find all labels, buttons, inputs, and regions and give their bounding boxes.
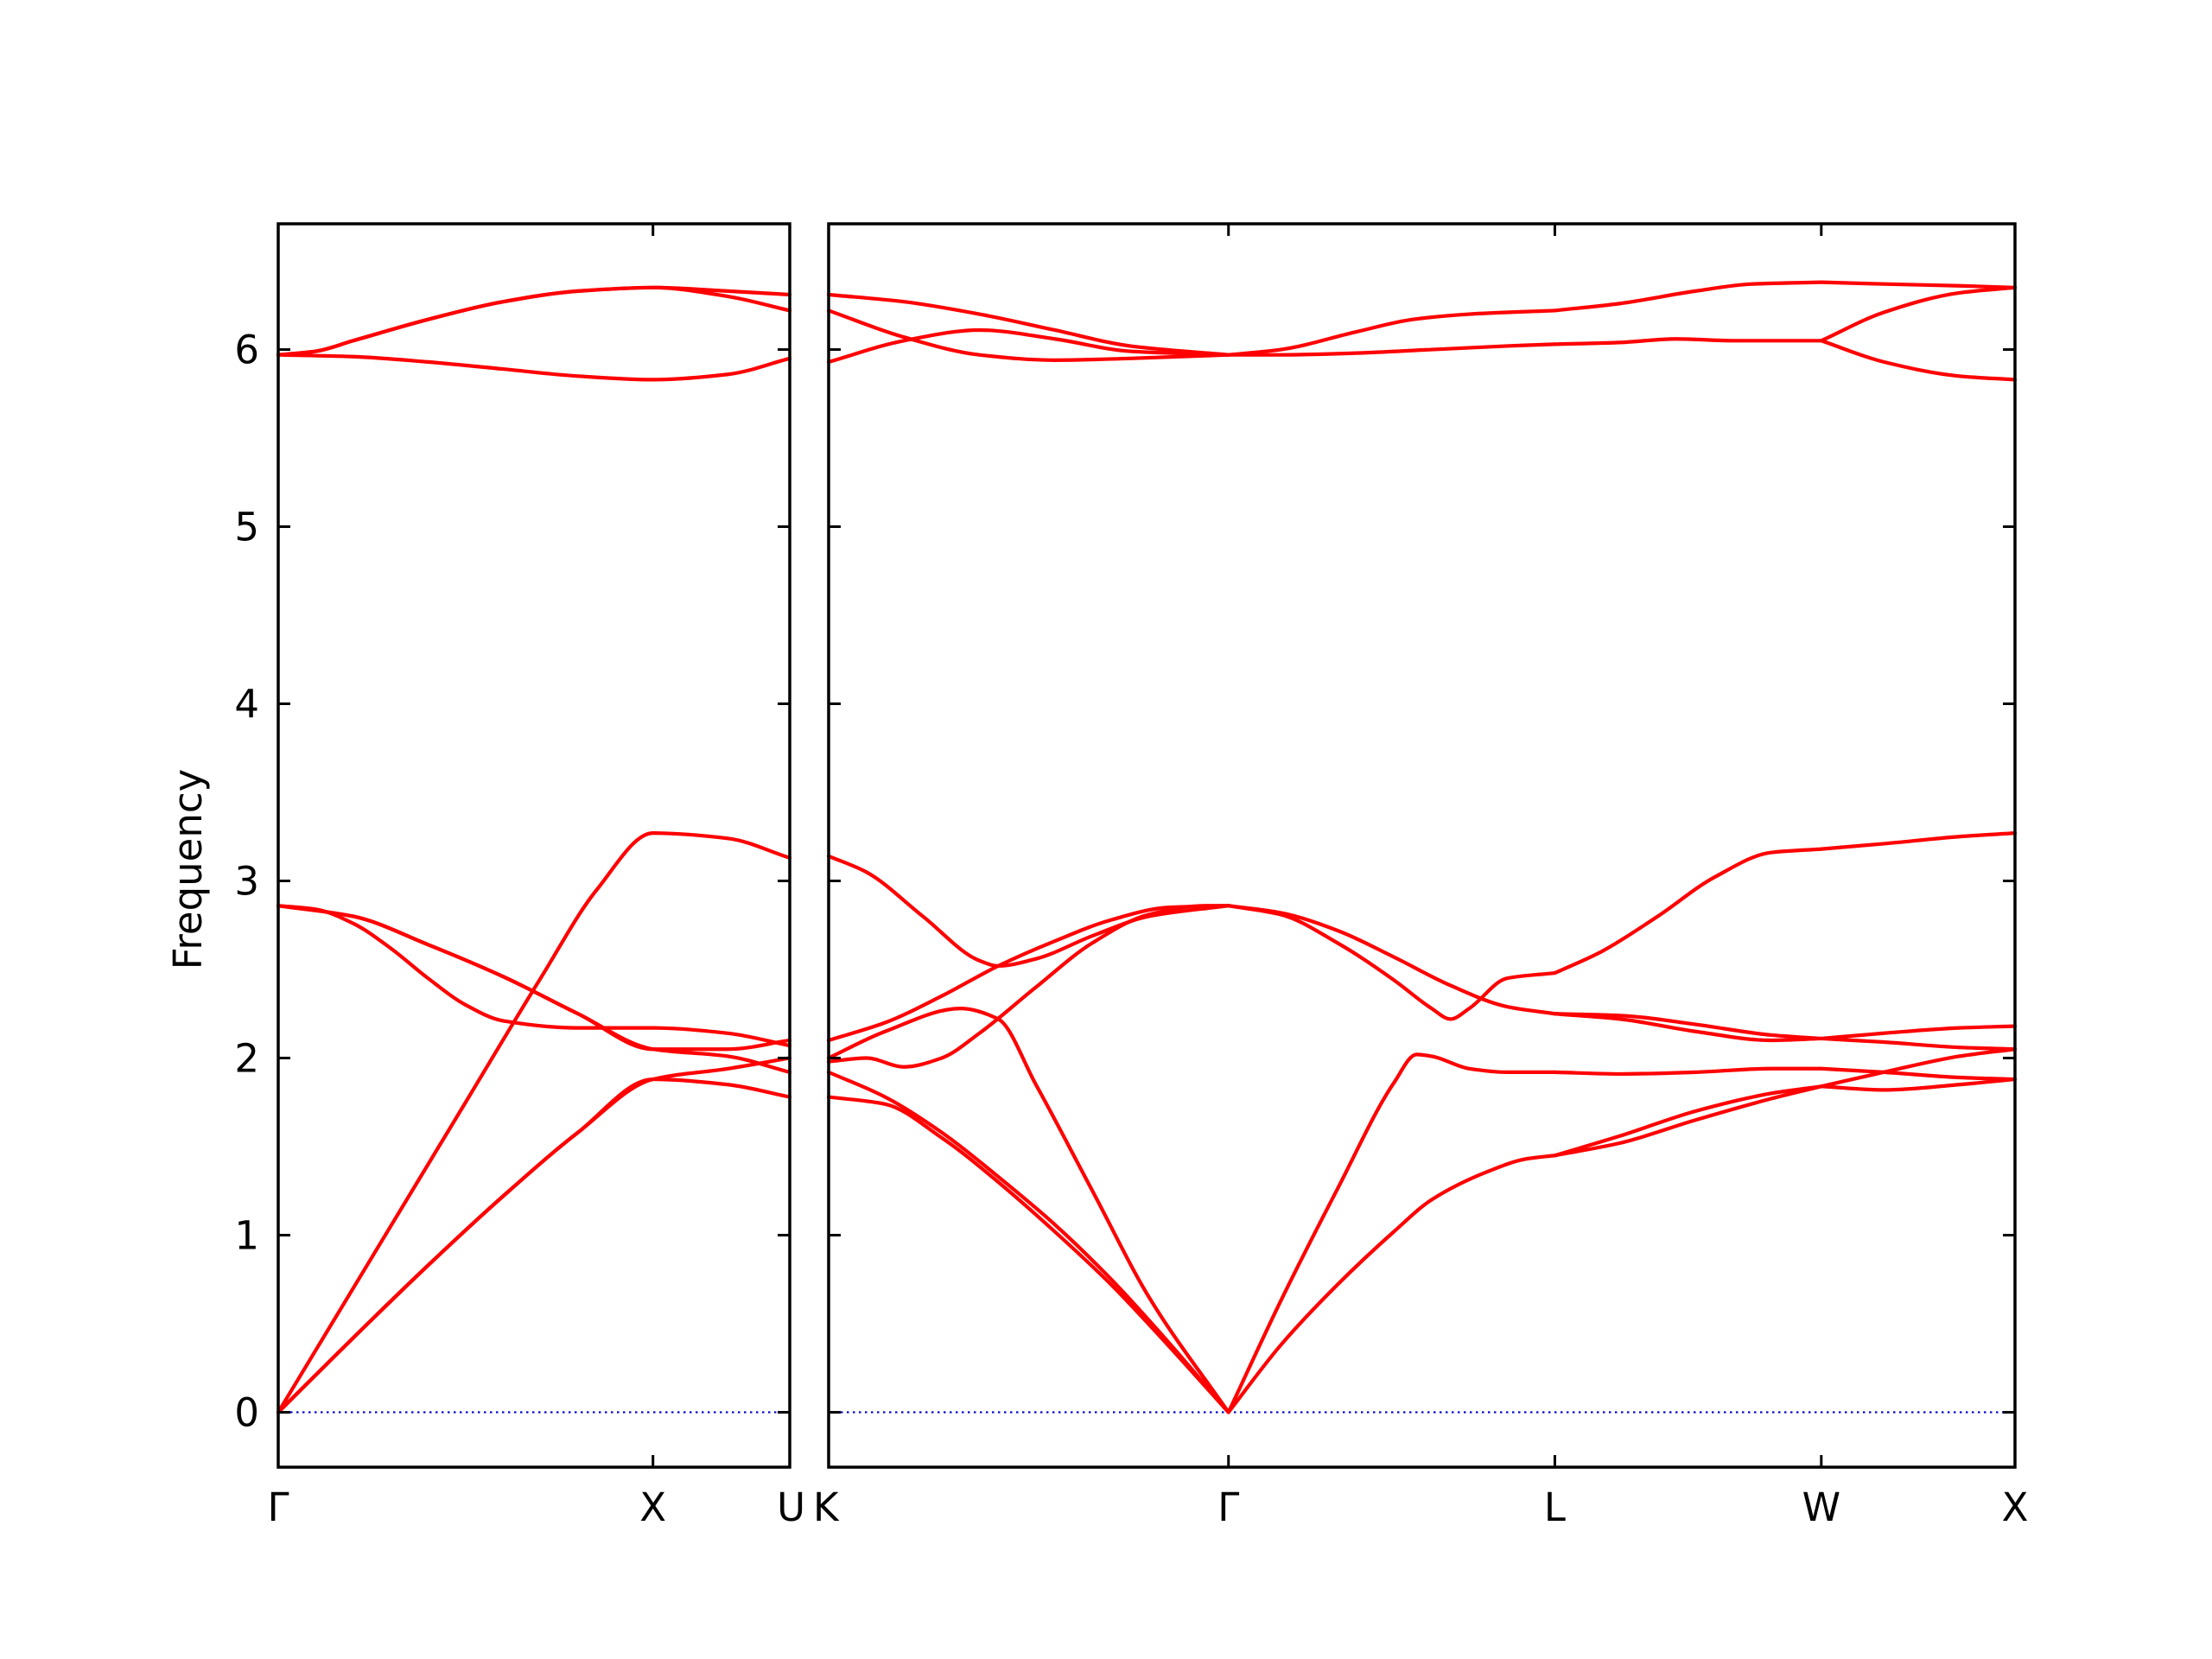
band-line-4: [276, 904, 792, 1048]
band-line-31: [1819, 285, 2018, 343]
band-line-7: [276, 353, 792, 382]
band-line-10: [1226, 1154, 1557, 1414]
band-line-8: [826, 308, 1230, 362]
band-line-27: [1819, 1036, 2018, 1052]
x-tick-label-U: U: [777, 1484, 805, 1530]
x-tick-label-K: K: [813, 1484, 840, 1530]
band-line-19: [1553, 1012, 1823, 1041]
band-line-24: [1819, 1077, 2018, 1092]
band-line-2: [826, 1095, 1230, 1414]
band-line-11: [1226, 1052, 1557, 1414]
y-tick-label: 4: [234, 682, 259, 728]
band-line-28: [1819, 1024, 2018, 1041]
band-line-17: [1553, 1084, 1823, 1158]
band-line-22: [1553, 337, 1823, 346]
plot-frame: [276, 222, 791, 1469]
band-line-9: [826, 292, 1230, 357]
y-tick-label: 6: [234, 327, 259, 373]
band-line-16: [1553, 1084, 1823, 1158]
y-tick-label: 2: [234, 1035, 259, 1081]
band-line-29: [1819, 831, 2018, 851]
band-line-3: [826, 1006, 1230, 1414]
y-axis-title: Frequency: [165, 769, 211, 969]
x-tick-label-L: L: [1544, 1484, 1566, 1530]
x-tick-label-X: X: [639, 1484, 666, 1530]
band-line-15: [1226, 308, 1557, 357]
x-tick-label-Γ: Γ: [267, 1484, 289, 1530]
plot-frame: [827, 222, 2017, 1469]
x-tick-label-X: X: [2002, 1484, 2029, 1530]
y-tick-label: 0: [234, 1389, 259, 1435]
band-line-23: [1553, 280, 1823, 313]
x-tick-label-W: W: [1802, 1484, 1841, 1530]
band-line-14: [1226, 342, 1557, 357]
band-panel-gamma-x-u: 0 1 2 3 4 5 6 Γ X U: [234, 222, 805, 1530]
band-line-6: [826, 854, 1230, 968]
band-line-21: [1553, 847, 1823, 976]
band-line-25: [1819, 1047, 2018, 1089]
x-tick-label-Γ: Γ: [1217, 1484, 1239, 1530]
y-tick-label: 1: [234, 1212, 259, 1258]
band-line-20: [1553, 1012, 1823, 1043]
band-line-7: [826, 327, 1230, 364]
band-line-32: [1819, 280, 2018, 289]
band-line-5: [826, 904, 1230, 1043]
band-line-1: [276, 831, 792, 1414]
y-tick-label: 5: [234, 505, 259, 550]
band-line-3: [276, 1056, 792, 1414]
band-line-6: [276, 904, 792, 1052]
y-tick-label: 3: [234, 858, 259, 904]
band-line-30: [1819, 339, 2018, 382]
band-line-18: [1553, 1066, 1823, 1077]
band-line-26: [1819, 1066, 2018, 1082]
band-line-4: [826, 904, 1230, 1069]
band-line-12: [1226, 904, 1557, 1021]
band-line-13: [1226, 904, 1557, 1016]
band-line-1: [826, 1070, 1230, 1414]
band-line-9: [276, 285, 792, 357]
